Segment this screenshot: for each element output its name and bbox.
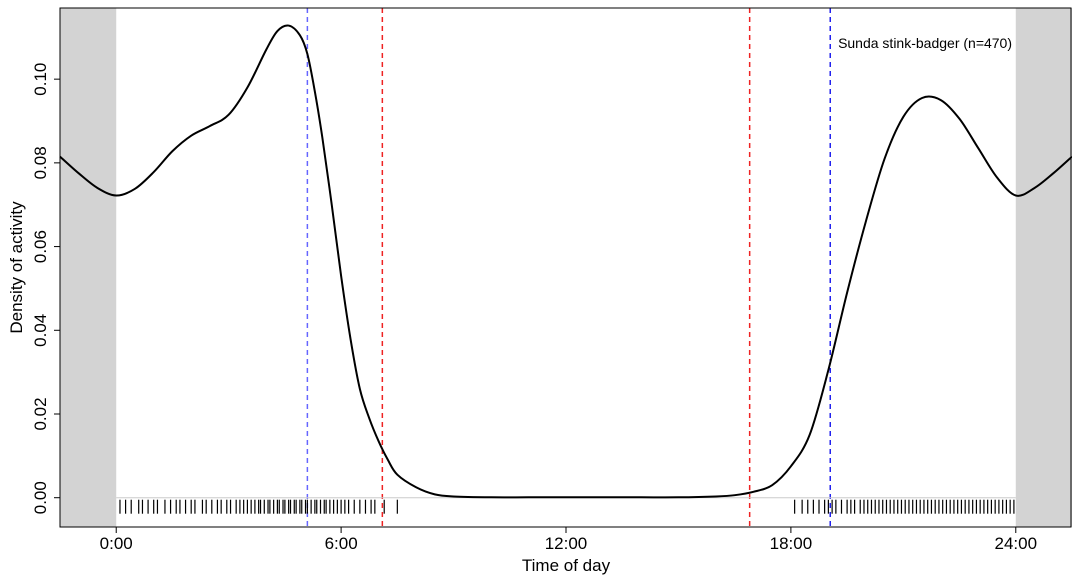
y-tick-label-5: 0.10 (31, 63, 50, 96)
x-tick-label-2: 12:00 (545, 534, 588, 553)
density-line-0 (59, 24, 1072, 499)
y-tick-label-1: 0.02 (31, 397, 50, 430)
x-tick-label-3: 18:00 (770, 534, 813, 553)
sunrise-sunset-lines-layer (306, 8, 831, 527)
y-axis-title: Density of activity (7, 201, 26, 334)
x-axis: 0:00 6:00 12:00 18:00 24:00 (100, 527, 1037, 553)
observation-rug-layer (119, 499, 1015, 514)
y-axis: 0.00 0.02 0.04 0.06 0.08 0.10 (31, 63, 60, 514)
plot-frame (59, 7, 1072, 528)
y-tick-label-0: 0.00 (31, 481, 50, 514)
x-tick-label-4: 24:00 (995, 534, 1038, 553)
y-tick-label-2: 0.04 (31, 314, 50, 347)
y-tick-label-3: 0.06 (31, 230, 50, 263)
density-series-layer (59, 24, 1072, 499)
twilight-shading-layer (60, 8, 1072, 527)
y-tick-label-4: 0.08 (31, 146, 50, 179)
x-tick-label-1: 6:00 (325, 534, 358, 553)
x-axis-title: Time of day (522, 556, 611, 575)
shaded-range-1 (1015, 8, 1072, 527)
shaded-range-0 (60, 8, 117, 527)
x-tick-label-0: 0:00 (100, 534, 133, 553)
species-annotation: Sunda stink-badger (n=470) (838, 35, 1012, 51)
